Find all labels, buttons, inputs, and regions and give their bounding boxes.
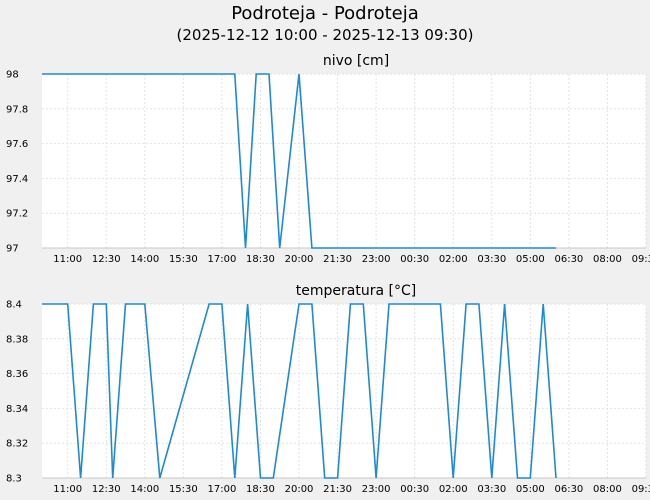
- x-tick-label: 03:30: [477, 484, 506, 495]
- x-tick-label: 02:00: [439, 484, 468, 495]
- series-line-2-1: [42, 303, 557, 479]
- x-tick-label: 06:30: [554, 484, 583, 495]
- y-tick-label: 98: [6, 70, 19, 81]
- x-tick-label: 11:00: [53, 484, 82, 495]
- chart-subtitle: (2025-12-12 10:00 - 2025-12-13 09:30): [176, 26, 474, 44]
- y-tick-label: 97.2: [6, 209, 28, 220]
- x-tick-label: 11:00: [53, 254, 82, 265]
- y-tick-label: 97: [6, 244, 19, 255]
- y-tick-label: 97.6: [6, 139, 28, 150]
- x-tick-label: 21:30: [323, 254, 352, 265]
- x-tick-label: 21:30: [323, 484, 352, 495]
- y-tick-label: 8.34: [6, 404, 28, 415]
- x-tick-label: 20:00: [285, 254, 314, 265]
- x-tick-label: 09:30: [632, 484, 650, 495]
- x-tick-label: 08:00: [593, 254, 622, 265]
- x-tick-label: 18:30: [246, 254, 275, 265]
- panel-title-2: temperatura [°C]: [296, 283, 416, 299]
- x-tick-label: 17:00: [208, 484, 237, 495]
- panel-title-1: nivo [cm]: [323, 53, 389, 69]
- x-tick-label: 18:30: [246, 484, 275, 495]
- x-tick-label: 00:30: [400, 484, 429, 495]
- x-tick-label: 12:30: [92, 484, 121, 495]
- x-tick-label: 15:30: [169, 254, 198, 265]
- x-tick-label: 05:00: [516, 254, 545, 265]
- x-tick-label: 14:00: [130, 254, 159, 265]
- series-line-1-1: [42, 73, 556, 249]
- x-tick-label: 02:00: [439, 254, 468, 265]
- x-tick-label: 15:30: [169, 484, 198, 495]
- x-tick-label: 23:00: [362, 254, 391, 265]
- y-tick-label: 8.38: [6, 334, 28, 345]
- x-tick-label: 17:00: [208, 254, 237, 265]
- x-tick-label: 09:30: [632, 254, 650, 265]
- chart-title: Podroteja - Podroteja: [231, 3, 419, 24]
- y-tick-label: 97.8: [6, 104, 28, 115]
- x-tick-label: 20:00: [285, 484, 314, 495]
- x-tick-label: 03:30: [477, 254, 506, 265]
- y-tick-label: 8.32: [6, 439, 28, 450]
- y-tick-label: 8.4: [6, 300, 22, 311]
- y-tick-label: 97.4: [6, 174, 28, 185]
- x-tick-label: 08:00: [593, 484, 622, 495]
- plot-area-1: [42, 74, 646, 248]
- x-tick-label: 14:00: [130, 484, 159, 495]
- y-tick-label: 8.36: [6, 369, 28, 380]
- y-tick-label: 8.3: [6, 474, 22, 485]
- x-tick-label: 06:30: [554, 254, 583, 265]
- x-tick-label: 12:30: [92, 254, 121, 265]
- x-tick-label: 00:30: [400, 254, 429, 265]
- x-tick-label: 05:00: [516, 484, 545, 495]
- x-tick-label: 23:00: [362, 484, 391, 495]
